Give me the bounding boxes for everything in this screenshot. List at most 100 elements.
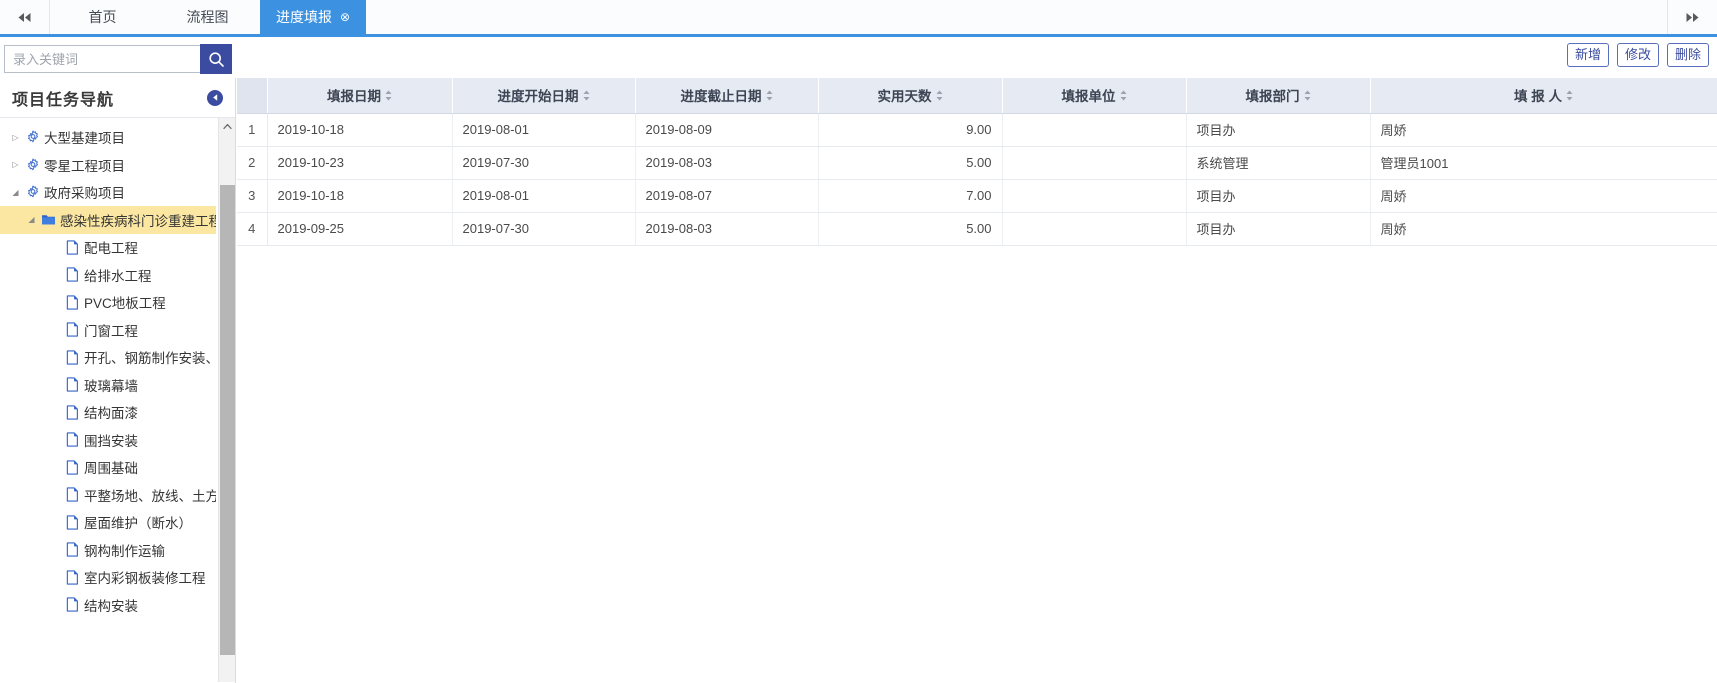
gear-icon — [27, 185, 38, 198]
tree-item-12[interactable]: 围挡安装 — [0, 426, 216, 454]
tree-expand-arrow-open-icon[interactable]: ◢ — [28, 215, 35, 225]
cell-dept: 项目办 — [1186, 212, 1371, 246]
sidebar: 项目任务导航 ▷▷大型基建项目▷零星工程项目◢政府采购项目◢感染性疾病科门诊重建… — [0, 78, 236, 683]
tree-item-label: 屋面维护（断水） — [84, 516, 192, 532]
tree-scrollbar-thumb[interactable] — [220, 185, 235, 655]
tree-item-13[interactable]: 周围基础 — [0, 454, 216, 482]
search-button[interactable] — [200, 44, 232, 74]
column-header-days[interactable]: 实用天数 — [818, 78, 1003, 114]
sort-arrows-icon[interactable] — [583, 90, 590, 101]
edit-button[interactable]: 修改 — [1616, 43, 1659, 67]
column-header-fill_date[interactable]: 填报日期 — [267, 78, 453, 114]
search-input[interactable] — [4, 45, 201, 73]
sidebar-collapse-button[interactable] — [207, 89, 223, 106]
column-header-label: 填 报 人 — [1513, 89, 1562, 105]
tree-item-17[interactable]: 室内彩钢板装修工程 — [0, 564, 216, 592]
add-button[interactable]: 新增 — [1566, 43, 1609, 67]
file-icon — [66, 350, 78, 365]
tab-0[interactable]: 首页 — [50, 0, 155, 34]
cell-idx: 4 — [237, 212, 268, 246]
tree-item-2[interactable]: ▷ 零星工程项目 — [0, 151, 216, 179]
cell-unit — [1002, 146, 1187, 180]
table-row[interactable]: 4 2019-09-25 2019-07-30 2019-08-03 5.00 项目办 周娇 — [237, 212, 1717, 246]
sort-arrows-icon[interactable] — [385, 90, 392, 101]
tree-item-label: 开孔、钢筋制作安装、支模 — [84, 351, 216, 367]
tree-item-15[interactable]: 屋面维护（断水） — [0, 509, 216, 537]
sort-arrows-icon[interactable] — [766, 90, 773, 101]
gear-icon — [23, 130, 42, 144]
file-icon — [66, 405, 78, 420]
tree-item-8[interactable]: 门窗工程 — [0, 316, 216, 344]
tab-2[interactable]: 进度填报 ⊗ — [260, 0, 367, 34]
sidebar-title: 项目任务导航 — [12, 91, 115, 109]
tree-item-9[interactable]: 开孔、钢筋制作安装、支模 — [0, 344, 216, 372]
double-chevron-right-icon — [1686, 12, 1699, 22]
file-icon — [66, 487, 78, 502]
tab-1[interactable]: 流程图 — [155, 0, 260, 34]
table-row[interactable]: 3 2019-10-18 2019-08-01 2019-08-07 7.00 项目办 周娇 — [237, 179, 1717, 213]
cell-start_date: 2019-07-30 — [452, 212, 636, 246]
sort-arrows-icon — [936, 90, 942, 101]
tree-expand-arrow-closed-icon[interactable]: ▷ — [12, 132, 19, 142]
cell-start_date: 2019-07-30 — [452, 146, 636, 180]
tree-item-11[interactable]: 结构面漆 — [0, 399, 216, 427]
column-header-label: 实用天数 — [877, 89, 932, 105]
file-icon — [66, 542, 78, 557]
tree-item-7[interactable]: PVC地板工程 — [0, 289, 216, 317]
tree-expand-arrow-closed-icon[interactable]: ▷ — [12, 160, 19, 170]
file-icon — [66, 515, 78, 530]
tab-label: 首页 — [88, 9, 117, 25]
file-icon — [63, 350, 82, 365]
tree-item-label: 门窗工程 — [84, 323, 138, 339]
tree-item-5[interactable]: 配电工程 — [0, 234, 216, 262]
column-header-start_date[interactable]: 进度开始日期 — [452, 78, 636, 114]
tree-item-10[interactable]: 玻璃幕墙 — [0, 371, 216, 399]
progress-report-table: 填报日期 进度开始日期 进度截止日期 实用天数 填报单位 填报部门 填 报 人 1 2019-… — [237, 78, 1717, 246]
tab-label: 流程图 — [186, 9, 229, 25]
column-header-label: 填报日期 — [327, 89, 381, 105]
delete-button[interactable]: 删除 — [1666, 43, 1709, 67]
tree-item-1[interactable]: ▷ 大型基建项目 — [0, 124, 216, 152]
sort-arrows-icon[interactable] — [936, 90, 943, 101]
table-row[interactable]: 2 2019-10-23 2019-07-30 2019-08-03 5.00 系统管理管… — [237, 146, 1717, 180]
table-header-row: 填报日期 进度开始日期 进度截止日期 实用天数 填报单位 填报部门 填 报 人 — [237, 78, 1717, 114]
tree-item-18[interactable]: 结构安装 — [0, 591, 216, 619]
tree-scroll-up-button[interactable] — [219, 118, 235, 135]
file-icon — [63, 322, 82, 337]
file-icon — [63, 460, 82, 475]
column-header-end_date[interactable]: 进度截止日期 — [635, 78, 819, 114]
tree-item-label: 玻璃幕墙 — [84, 378, 138, 394]
tree-expand-arrow-open-icon[interactable]: ◢ — [12, 187, 19, 197]
cell-end_date: 2019-08-09 — [635, 113, 819, 147]
tree-item-4[interactable]: ◢ 感染性疾病科门诊重建工程 — [0, 206, 216, 234]
tree-item-6[interactable]: 给排水工程 — [0, 261, 216, 289]
gear-icon — [23, 185, 42, 199]
sort-arrows-icon — [1304, 90, 1310, 101]
column-header-label: 填报部门 — [1245, 89, 1300, 105]
tabs-scroll-left-button[interactable] — [0, 0, 50, 34]
cell-idx: 1 — [237, 113, 268, 147]
sort-arrows-icon — [1566, 90, 1573, 101]
column-header-label: 填报单位 — [1061, 89, 1116, 105]
sort-arrows-icon[interactable] — [1304, 90, 1311, 101]
cell-person: 周娇 — [1370, 113, 1717, 147]
tree-item-3[interactable]: ◢ 政府采购项目 — [0, 179, 216, 207]
tree-scrollbar[interactable] — [218, 118, 235, 682]
column-header-dept[interactable]: 填报部门 — [1186, 78, 1371, 114]
gear-icon — [23, 158, 42, 172]
tab-close-icon[interactable]: ⊗ — [340, 10, 351, 24]
chevron-up-icon — [223, 123, 232, 130]
column-header-unit[interactable]: 填报单位 — [1002, 78, 1187, 114]
table-row[interactable]: 1 2019-10-18 2019-08-01 2019-08-09 9.00 项目办 周娇 — [237, 113, 1717, 147]
file-icon — [63, 267, 82, 282]
tree-item-label: PVC地板工程 — [84, 296, 166, 312]
tree-item-14[interactable]: 平整场地、放线、土方开挖 — [0, 481, 216, 509]
cell-end_date: 2019-08-07 — [635, 179, 819, 213]
column-header-person[interactable]: 填 报 人 — [1370, 78, 1717, 114]
tabs-scroll-right-button[interactable] — [1667, 0, 1717, 34]
sort-arrows-icon — [385, 90, 392, 101]
sort-arrows-icon[interactable] — [1120, 90, 1127, 101]
sort-arrows-icon[interactable] — [1566, 90, 1573, 101]
tree-item-16[interactable]: 钢构制作运输 — [0, 536, 216, 564]
